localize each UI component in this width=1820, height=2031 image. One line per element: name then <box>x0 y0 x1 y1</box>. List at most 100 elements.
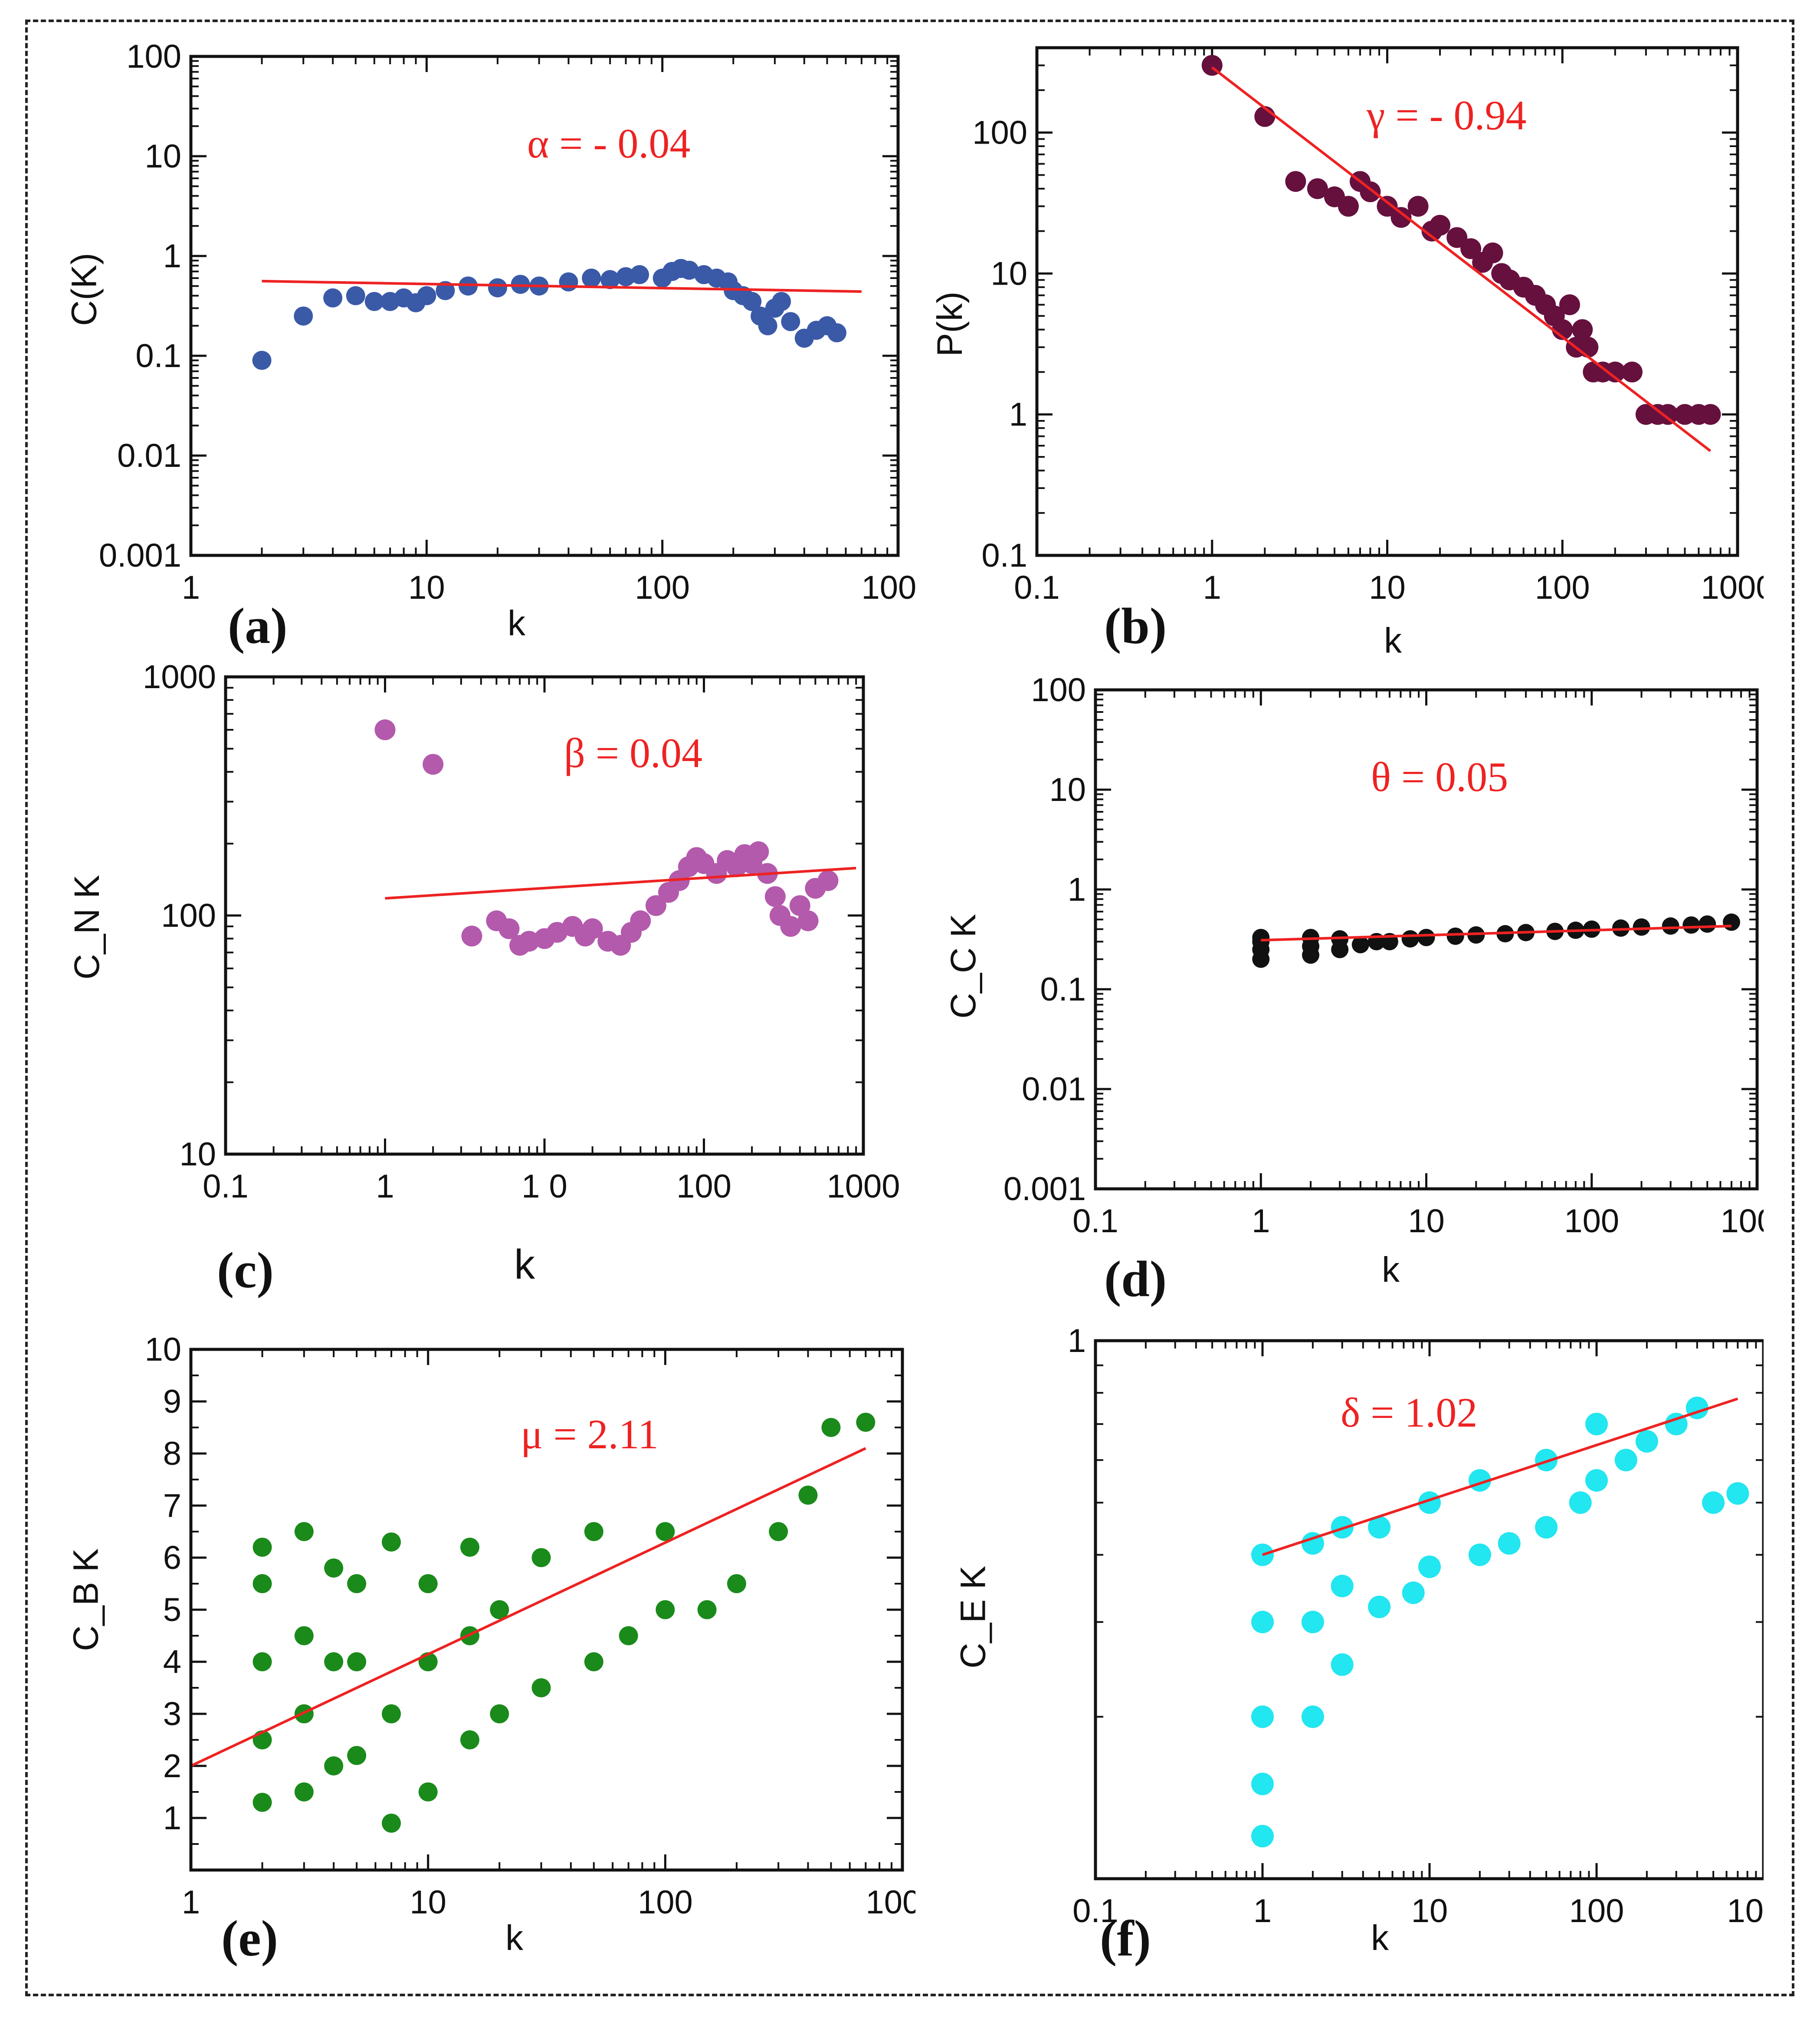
data-point <box>381 1704 401 1723</box>
panel-c-svg: 0.1 1 1 0 100 1000 10 100 1000 <box>143 660 900 1205</box>
fit-line <box>1211 66 1712 452</box>
data-point <box>347 1746 367 1765</box>
plot-frame <box>1094 1339 1764 1880</box>
data-point <box>1585 1413 1608 1436</box>
data-point <box>584 1652 603 1671</box>
data-point <box>252 351 272 370</box>
y-tick-label: 10 <box>144 1331 181 1368</box>
data-point <box>1572 319 1593 340</box>
data-point <box>324 1559 344 1578</box>
x-tick-label: 1000 <box>1701 569 1764 606</box>
x-tick-label: 100 <box>638 1884 693 1921</box>
x-tick-label: 1 <box>1203 569 1221 606</box>
data-point <box>1418 1555 1441 1578</box>
fit-line <box>1262 1397 1738 1556</box>
panel-d: 0.1 1 10 100 1000 0.001 0.01 0.1 1 10 100 <box>965 660 1764 1276</box>
y-tick-label: 100 <box>126 38 181 75</box>
x-tick-label: 1 <box>1252 1203 1270 1240</box>
data-point <box>417 286 436 305</box>
x-tick-label: 100 <box>1564 1203 1619 1240</box>
data-point <box>294 1522 314 1541</box>
data-point <box>798 1486 818 1505</box>
panel-a: 1 10 100 1000 0.001 0.01 0.1 1 10 100 <box>65 26 915 642</box>
data-point <box>1700 404 1721 425</box>
data-point <box>1251 1824 1274 1847</box>
data-point <box>253 1574 272 1593</box>
data-point <box>1390 207 1412 228</box>
data-point <box>1699 915 1716 933</box>
data-point <box>324 1756 344 1775</box>
x-tick-label: 10 <box>410 1884 446 1921</box>
data-point <box>772 292 791 311</box>
data-point <box>347 1652 367 1671</box>
data-point <box>1657 404 1679 425</box>
data-point <box>584 1522 603 1541</box>
data-point <box>1368 1516 1391 1539</box>
data-point <box>1460 238 1482 259</box>
fit-line <box>385 866 856 900</box>
data-point <box>1577 337 1599 358</box>
dashed-figure-border <box>25 20 1794 1996</box>
data-point <box>797 910 819 932</box>
y-tick-label: 1 <box>1068 871 1086 908</box>
data-point <box>1662 917 1679 935</box>
panel-d-xlabel: k <box>1382 1250 1400 1289</box>
y-tick-label: 3 <box>163 1696 181 1732</box>
y-tick-label: 1 <box>1009 396 1027 433</box>
data-point <box>1569 1491 1592 1514</box>
y-tick-label: 0.01 <box>1022 1071 1086 1108</box>
y-tick-label: 0.001 <box>99 537 181 574</box>
data-point <box>461 925 482 947</box>
data-point <box>1635 1430 1658 1453</box>
data-point <box>1407 196 1429 217</box>
data-point <box>418 1782 438 1801</box>
data-point <box>488 278 507 298</box>
panel-c-xlabel: k <box>514 1241 535 1288</box>
panel-a-label: (a) <box>228 597 288 654</box>
x-tick-label: 1000 <box>866 1884 915 1921</box>
y-tick-label: 1 <box>163 238 181 275</box>
data-point <box>1251 1772 1274 1795</box>
data-point <box>1482 242 1503 263</box>
y-tick-label: 1000 <box>143 660 216 696</box>
data-point <box>1368 1595 1391 1618</box>
panel-f-xlabel: k <box>1371 1918 1389 1958</box>
panel-b-xlabel: k <box>1384 621 1402 660</box>
data-point <box>781 312 800 331</box>
x-tick-label: 1 <box>376 1168 394 1205</box>
data-point <box>1338 196 1359 217</box>
panel-f-svg: 0.1 1 10 100 1000 1 <box>1068 1323 1764 1929</box>
data-point <box>1307 178 1328 199</box>
panel-c-label: (c) <box>217 1242 274 1299</box>
panel-e-annotation: μ = 2.11 <box>521 1411 659 1457</box>
data-point <box>347 1574 367 1593</box>
panel-b-annotation: γ = - 0.94 <box>1367 92 1527 138</box>
data-point <box>1301 1611 1324 1634</box>
data-point <box>1402 1581 1425 1604</box>
y-tick-label: 2 <box>163 1748 181 1785</box>
data-point <box>821 1418 841 1437</box>
data-point <box>1351 936 1369 954</box>
data-point <box>1401 930 1419 948</box>
data-point <box>1682 916 1700 934</box>
y-tick-label: 4 <box>163 1644 181 1680</box>
data-point <box>1251 1705 1274 1728</box>
x-tick-label: 0.1 <box>1072 1893 1118 1929</box>
panel-c-ylabel: C_N K <box>67 875 108 980</box>
panel-b: 0.1 1 10 100 1000 0.1 1 10 100 <box>965 26 1764 642</box>
panel-d-ylabel: C_C K <box>943 914 983 1019</box>
data-point <box>381 1814 401 1833</box>
panel-e-svg: 1 10 100 1000 1 2 3 4 5 6 7 8 9 10 <box>144 1331 915 1921</box>
data-point <box>324 1652 344 1671</box>
panel-f-label: (f) <box>1100 1910 1151 1967</box>
x-tick-label: 10 <box>1408 1203 1445 1240</box>
x-tick-label: 100 <box>676 1168 731 1205</box>
panel-e: 1 10 100 1000 1 2 3 4 5 6 7 8 9 10 <box>65 1323 915 1974</box>
data-point <box>294 306 313 326</box>
x-tick-label: 10 <box>408 569 445 606</box>
panel-a-svg: 1 10 100 1000 0.001 0.01 0.1 1 10 100 <box>99 38 915 606</box>
x-tick-label: 1 <box>1253 1893 1272 1929</box>
data-point <box>817 870 839 891</box>
x-tick-label: 1000 <box>1720 1203 1764 1240</box>
y-tick-label: 100 <box>1031 672 1086 709</box>
